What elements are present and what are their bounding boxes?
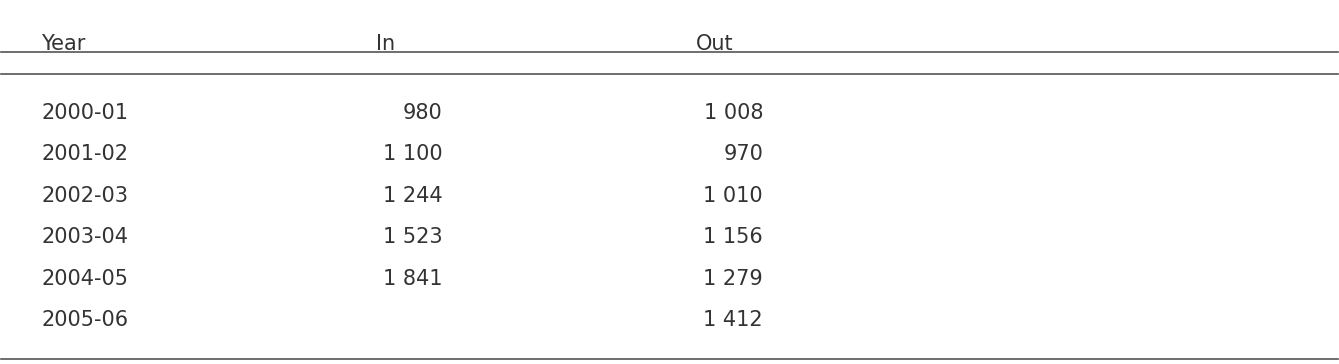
Text: Out: Out	[696, 34, 734, 54]
Text: 1 008: 1 008	[703, 103, 763, 123]
Text: 2000-01: 2000-01	[42, 103, 129, 123]
Text: 1 100: 1 100	[383, 144, 442, 164]
Text: 2001-02: 2001-02	[42, 144, 129, 164]
Text: 1 010: 1 010	[703, 186, 763, 206]
Text: 970: 970	[723, 144, 763, 164]
Text: 980: 980	[403, 103, 442, 123]
Text: 1 279: 1 279	[703, 269, 763, 289]
Text: 2004-05: 2004-05	[42, 269, 129, 289]
Text: 1 841: 1 841	[383, 269, 442, 289]
Text: 2002-03: 2002-03	[42, 186, 129, 206]
Text: 1 523: 1 523	[383, 227, 442, 247]
Text: 1 412: 1 412	[703, 310, 763, 330]
Text: Year: Year	[42, 34, 86, 54]
Text: 2005-06: 2005-06	[42, 310, 129, 330]
Text: 1 244: 1 244	[383, 186, 442, 206]
Text: 1 156: 1 156	[703, 227, 763, 247]
Text: In: In	[375, 34, 395, 54]
Text: 2003-04: 2003-04	[42, 227, 129, 247]
